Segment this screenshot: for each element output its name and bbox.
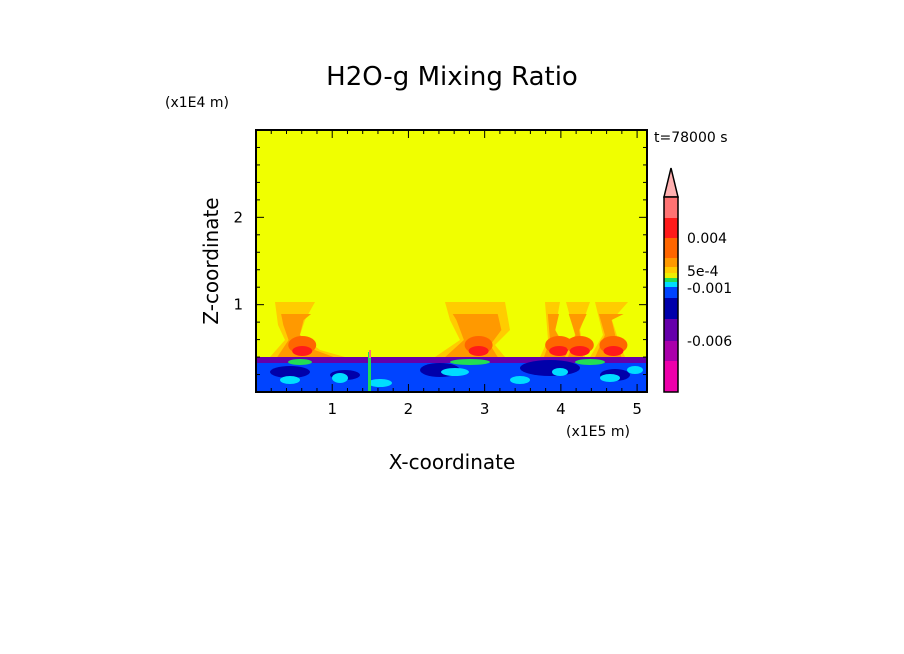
- colorbar-label: -0.006: [687, 334, 732, 350]
- plume-hotcore-1: [468, 346, 489, 356]
- cyan-patch-6: [600, 374, 620, 382]
- narrow-column: [368, 352, 371, 392]
- colorbar-swatch: [664, 273, 678, 278]
- colorbar-label: 5e-4: [687, 264, 719, 280]
- boundary-top-strip: [256, 357, 647, 363]
- navy-patch-0: [270, 366, 310, 378]
- colorbar-swatch: [664, 298, 678, 319]
- y-tick-label: 2: [233, 208, 243, 226]
- colorbar-swatch: [664, 197, 678, 218]
- cyan-patch-0: [280, 376, 300, 384]
- colorbar-swatch: [664, 267, 678, 273]
- y-tick-label: 1: [233, 296, 243, 314]
- colorbar-swatch: [664, 278, 678, 282]
- navy-patch-3: [520, 360, 580, 376]
- colorbar-swatch: [664, 282, 678, 287]
- x-tick-label: 5: [632, 400, 642, 418]
- colorbar-swatch: [664, 319, 678, 341]
- x-axis-label: X-coordinate: [389, 450, 516, 474]
- green-patch-0: [288, 359, 312, 365]
- time-annotation: t=78000 s: [654, 130, 728, 146]
- plot-frame: [255, 129, 648, 393]
- colorbar-swatch: [664, 361, 678, 392]
- cyan-patch-2: [368, 379, 392, 387]
- plume-hotcore-0: [292, 346, 313, 356]
- axes: 1 2 3 4 5 1 2: [233, 129, 648, 418]
- colorbar: 0.004 5e-4-0.001 -0.006: [663, 167, 732, 393]
- colorbar-label: 0.004: [687, 231, 727, 247]
- x-tick-label: 1: [327, 400, 337, 418]
- colorbar-swatch: [664, 341, 678, 361]
- y-axis-label: Z-coordinate: [199, 197, 223, 324]
- green-patch-1: [450, 359, 490, 365]
- cyan-patch-1: [332, 373, 348, 383]
- cyan-patch-7: [627, 366, 643, 374]
- x-tick-label: 4: [556, 400, 566, 418]
- cyan-patch-5: [552, 368, 568, 376]
- colorbar-swatch: [664, 258, 678, 267]
- colorbar-label: -0.001: [687, 281, 732, 297]
- colorbar-swatch: [664, 218, 678, 238]
- plume-hotcore-3: [569, 346, 590, 356]
- narrow-column-top: [369, 350, 371, 358]
- x-tick-label: 3: [480, 400, 490, 418]
- y-unit-label: (x1E4 m): [165, 95, 229, 111]
- contour-field: [256, 130, 647, 392]
- cyan-patch-3: [441, 368, 469, 376]
- cyan-patch-4: [510, 376, 530, 384]
- x-unit-label: (x1E5 m): [566, 424, 630, 440]
- chart-title: H2O-g Mixing Ratio: [326, 62, 578, 92]
- x-tick-label: 2: [404, 400, 414, 418]
- plume-hotcore-2: [549, 346, 570, 356]
- colorbar-swatch: [664, 238, 678, 258]
- green-patch-2: [575, 359, 605, 365]
- plume-hotcore-4: [603, 346, 624, 356]
- colorbar-arrow: [663, 167, 679, 198]
- colorbar-frame: [663, 196, 679, 393]
- colorbar-swatch: [664, 287, 678, 298]
